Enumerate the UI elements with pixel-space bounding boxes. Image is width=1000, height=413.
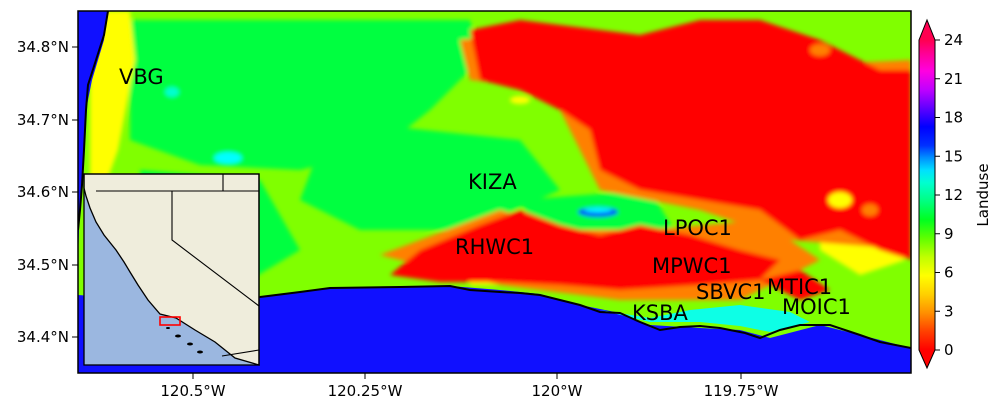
- study-area-box: [159, 316, 181, 326]
- colorbar-top-arrow: [919, 20, 935, 40]
- colorbar-tick-label: 24: [944, 31, 963, 49]
- colorbar-tick-label: 21: [944, 70, 963, 88]
- colorbar-tick-label: 3: [944, 302, 954, 320]
- colorbar-gradient: [919, 40, 935, 350]
- colorbar-tick-label: 9: [944, 225, 954, 243]
- lat-tick-label: 34.4°N: [17, 328, 69, 346]
- colorbar-tick-label: 6: [944, 264, 954, 282]
- lon-tick-label: 120.25°W: [328, 382, 403, 400]
- colorbar-tick-label: 12: [944, 186, 963, 204]
- station-label-kiza: KIZA: [468, 170, 517, 194]
- station-label-lpoc1: LPOC1: [663, 216, 732, 240]
- colorbar-tick-label: 18: [944, 109, 963, 127]
- station-label-vbg: VBG: [119, 65, 164, 89]
- colorbar: 24 21 18 15 12 9 6 3 0 Landuse: [918, 18, 992, 370]
- colorbar-bottom-arrow: [919, 350, 935, 368]
- latitude-axis: 34.8°N 34.7°N 34.6°N 34.5°N 34.4°N: [17, 38, 78, 346]
- station-label-mtic1: MTIC1: [767, 275, 832, 299]
- california-inset: [83, 173, 260, 366]
- lat-tick-label: 34.7°N: [17, 111, 69, 129]
- station-label-moic1: MOIC1: [782, 295, 851, 319]
- lat-tick-label: 34.8°N: [17, 38, 69, 56]
- station-label-sbvc1: SBVC1: [696, 280, 765, 304]
- colorbar-tick-label: 0: [944, 341, 954, 359]
- longitude-axis: 120.5°W 120.25°W 120°W 119.75°W: [160, 373, 779, 400]
- lon-tick-label: 120.5°W: [160, 382, 225, 400]
- station-label-ksba: KSBA: [632, 301, 689, 325]
- station-label-rhwc1: RHWC1: [455, 235, 534, 259]
- colorbar-label: Landuse: [974, 163, 992, 226]
- lon-tick-label: 120°W: [532, 382, 583, 400]
- lat-tick-label: 34.6°N: [17, 183, 69, 201]
- lat-tick-label: 34.5°N: [17, 256, 69, 274]
- lon-tick-label: 119.75°W: [704, 382, 779, 400]
- colorbar-tick-label: 15: [944, 147, 963, 165]
- station-label-mpwc1: MPWC1: [652, 254, 732, 278]
